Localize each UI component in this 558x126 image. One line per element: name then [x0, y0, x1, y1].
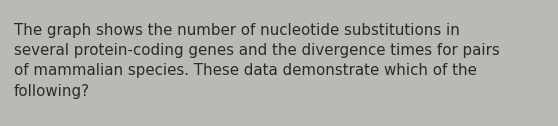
Text: The graph shows the number of nucleotide substitutions in
several protein-coding: The graph shows the number of nucleotide… [14, 23, 500, 99]
